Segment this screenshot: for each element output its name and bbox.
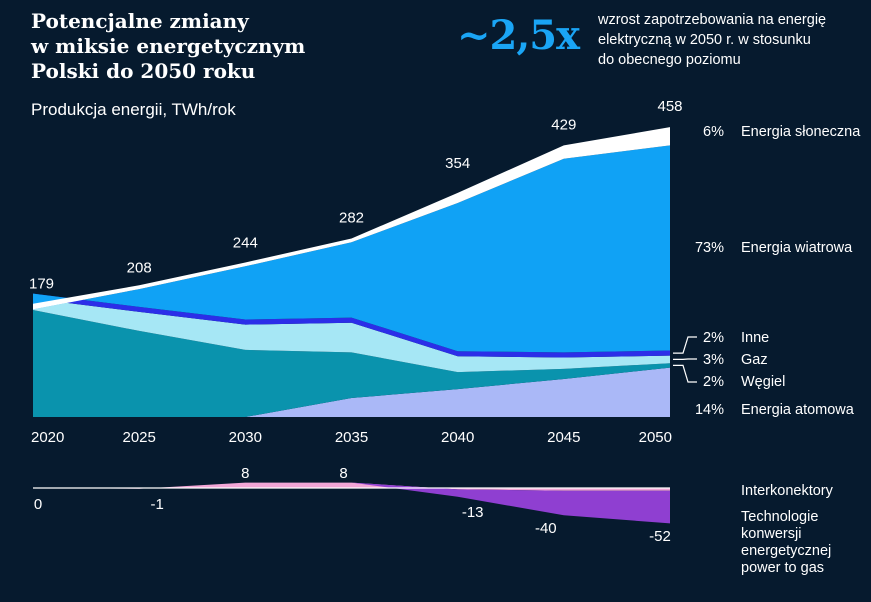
legend-share: 2%	[703, 374, 724, 390]
x-tick-label: 2040	[441, 429, 474, 446]
leader-line	[673, 336, 697, 354]
legend-label: Energia słoneczna	[741, 124, 861, 140]
legend-label: Energia wiatrowa	[741, 240, 853, 256]
total-label: 282	[339, 210, 364, 227]
total-label: 208	[127, 259, 152, 276]
legend-label: Technologie konwersji energetycznej power t…	[741, 509, 831, 576]
legend-label: Energia atomowa	[741, 402, 855, 418]
legend-share: 73%	[695, 240, 724, 256]
legend-share: 14%	[695, 402, 724, 418]
net-value-label: -52	[649, 528, 671, 545]
area-technologie-konwersji-energetycznej-power-to-gas	[33, 482, 670, 524]
net-value-label: 8	[339, 465, 347, 482]
leader-line	[673, 364, 697, 383]
x-tick-label: 2035	[335, 429, 368, 446]
x-tick-label: 2045	[547, 429, 580, 446]
net-value-label: -13	[462, 504, 484, 521]
total-label: 244	[233, 235, 258, 252]
x-tick-label: 2020	[31, 429, 64, 446]
x-tick-label: 2050	[639, 429, 672, 446]
net-value-label: -40	[535, 520, 557, 537]
legend-label: Interkonektory	[741, 483, 834, 499]
total-label: 354	[445, 155, 470, 172]
legend-share: 2%	[703, 330, 724, 346]
area-energia-wiatrowa	[33, 145, 670, 353]
total-label: 179	[29, 276, 54, 293]
area-energia-atomowa	[33, 367, 670, 417]
x-tick-label: 2030	[229, 429, 262, 446]
total-label: 458	[657, 98, 682, 115]
area-wegiel	[33, 310, 670, 417]
growth-multiplier-note: wzrost zapotrzebowania na energię elektr…	[598, 12, 827, 68]
chart-title: Potencjalne zmiany w miksie energetyczny…	[31, 9, 306, 83]
growth-multiplier: ~2,5x	[457, 12, 580, 59]
legend-share: 6%	[703, 124, 724, 140]
net-value-label: 0	[34, 496, 42, 513]
net-value-label: -1	[151, 496, 164, 513]
net-value-label: 8	[241, 465, 249, 482]
area-gaz	[33, 298, 670, 373]
x-tick-label: 2025	[123, 429, 156, 446]
legend-label: Gaz	[741, 352, 768, 368]
legend-share: 3%	[703, 352, 724, 368]
legend-label: Inne	[741, 330, 769, 346]
chart-subtitle: Produkcja energii, TWh/rok	[31, 100, 236, 119]
legend-label: Węgiel	[741, 374, 785, 390]
area-energia-sloneczna	[33, 127, 670, 310]
area-interkonektory	[33, 482, 670, 491]
total-label: 429	[551, 116, 576, 133]
